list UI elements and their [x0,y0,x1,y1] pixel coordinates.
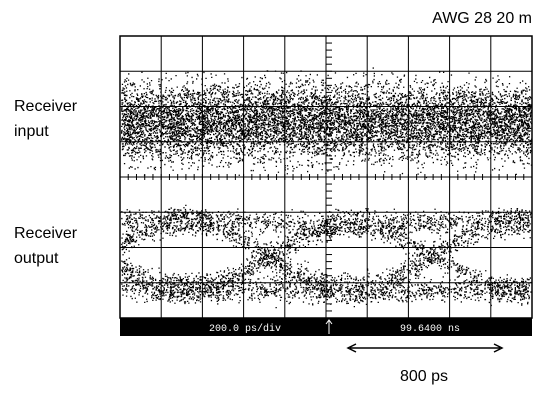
label-line: Receiver [14,98,78,115]
span-arrow [348,344,502,352]
label-line: Receiver [14,225,78,242]
label-line: output [14,250,59,267]
status-position: 99.6400 ns [400,324,460,335]
status-bar [120,318,532,336]
span-label: 800 ps [400,368,448,385]
status-scale: 200.0 ps/div [209,323,281,335]
title: AWG 28 20 m [432,10,532,27]
label-line: input [14,123,49,140]
figure: AWG 28 20 m Receiver input Receiver outp… [0,0,534,388]
